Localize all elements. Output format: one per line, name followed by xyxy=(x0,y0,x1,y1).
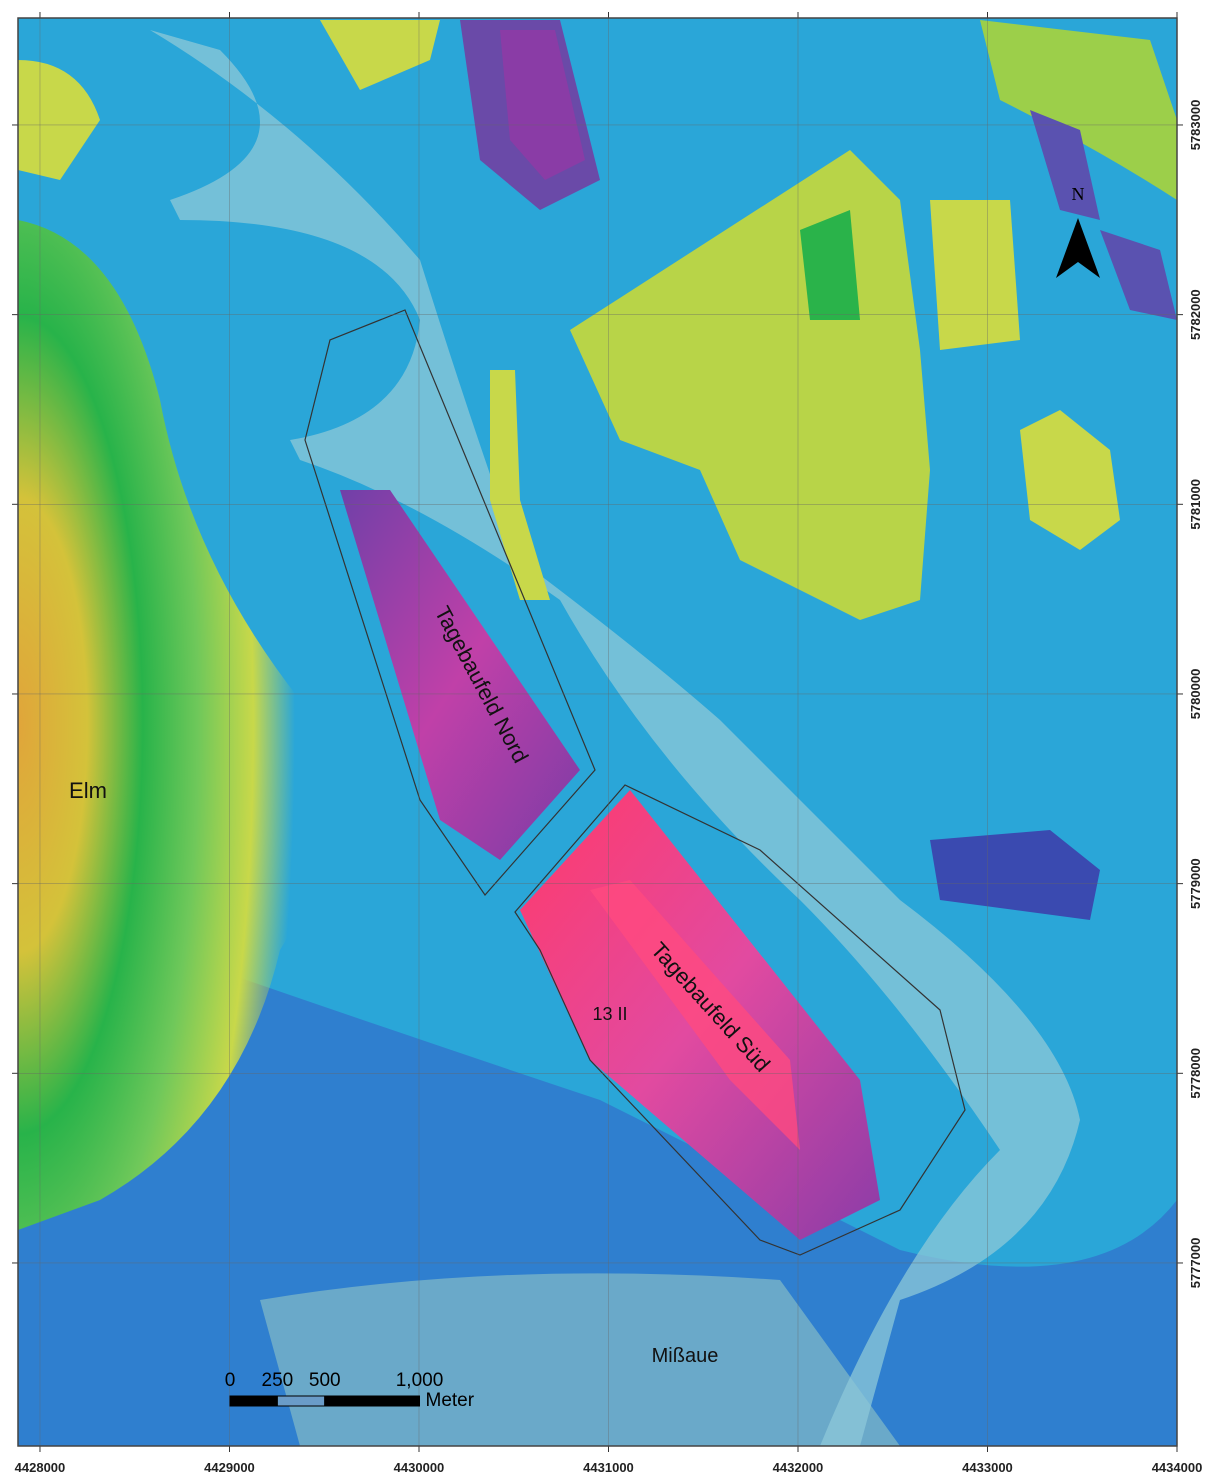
scale-segment xyxy=(277,1396,324,1406)
x-tick-label: 4434000 xyxy=(1152,1460,1203,1475)
scale-segment xyxy=(325,1396,420,1406)
place-label: Mißaue xyxy=(652,1345,719,1367)
terrain xyxy=(18,18,1177,1446)
north-label: N xyxy=(1072,184,1085,204)
y-tick-label: 5778000 xyxy=(1188,1048,1203,1099)
scale-label: 0 xyxy=(225,1370,236,1391)
x-tick-label: 4432000 xyxy=(773,1460,824,1475)
x-tick-label: 4429000 xyxy=(204,1460,255,1475)
scale-label: 250 xyxy=(262,1370,294,1391)
y-tick-label: 5777000 xyxy=(1188,1238,1203,1289)
y-tick-label: 5781000 xyxy=(1188,479,1203,530)
y-tick-label: 5779000 xyxy=(1188,858,1203,909)
map: Elm Tagebaufeld Nord Tagebaufeld Süd 13 … xyxy=(0,0,1215,1481)
x-tick-label: 4433000 xyxy=(962,1460,1013,1475)
place-label: 13 II xyxy=(592,1004,627,1024)
x-tick-label: 4431000 xyxy=(583,1460,634,1475)
scale-segment xyxy=(230,1396,277,1406)
y-tick-label: 5783000 xyxy=(1188,100,1203,151)
scale-label: 1,000 xyxy=(396,1370,444,1391)
y-tick-label: 5780000 xyxy=(1188,669,1203,720)
scale-label: 500 xyxy=(309,1370,341,1391)
scale-unit: Meter xyxy=(426,1390,475,1411)
x-tick-label: 4430000 xyxy=(394,1460,445,1475)
y-tick-label: 5782000 xyxy=(1188,289,1203,340)
place-label: Elm xyxy=(69,778,107,803)
x-tick-label: 4428000 xyxy=(15,1460,66,1475)
